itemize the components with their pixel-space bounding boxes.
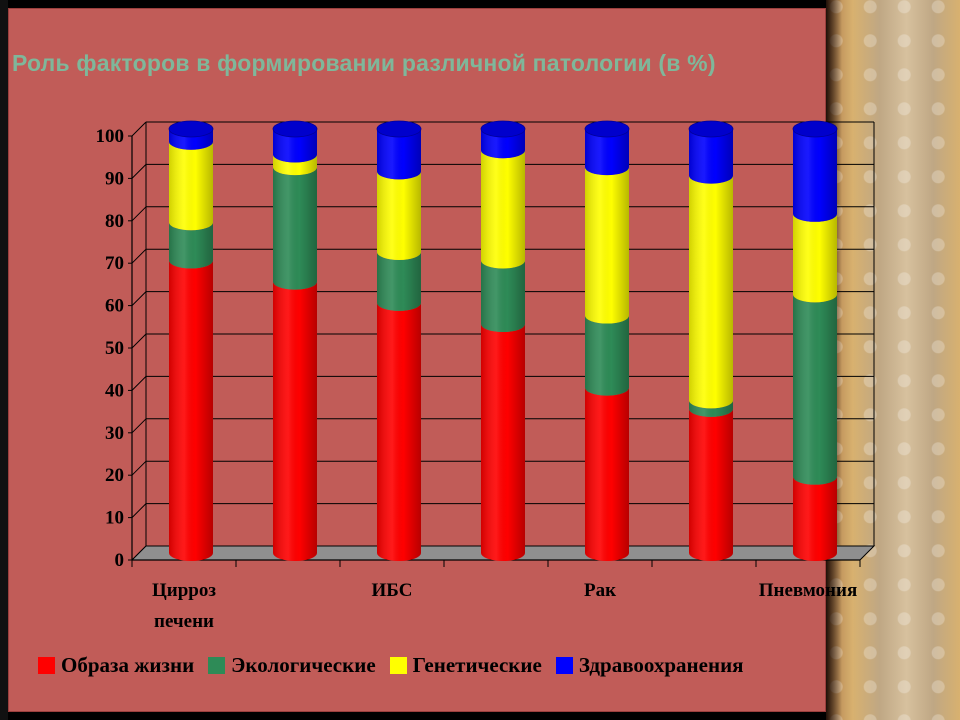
y-tick-label-70: 70: [105, 253, 124, 274]
y-tick-labels: 0 10 20 30 40 50 60 70 80 90 100: [96, 126, 125, 571]
legend-label-healthcare: Здравоохранения: [578, 652, 744, 677]
gridline-diag-20: [131, 460, 147, 476]
gridline-diag-100: [131, 121, 147, 137]
legend-item-healthcare: Здравоохранения: [555, 652, 744, 678]
gridline-diag-40: [131, 376, 147, 391]
bar-stack-4: [584, 120, 630, 561]
x-category-labels: Цирроз печени ИБС Рак Пневмония: [152, 580, 857, 632]
y-tick-label-60: 60: [105, 296, 124, 317]
bar-stack-1: [272, 120, 318, 561]
chart-title: Роль факторов в формировании различной п…: [12, 50, 716, 76]
gridline-diag-90: [131, 164, 147, 179]
legend-item-ecological: Экологические: [208, 652, 376, 678]
curtain-decoration: [826, 0, 960, 720]
slide-frame: [0, 0, 8, 720]
bar-0-top-cap: [168, 120, 214, 138]
legend-item-genetic: Генетические: [389, 652, 542, 678]
bar-1-top-cap: [272, 120, 318, 138]
y-tick-label-50: 50: [105, 338, 124, 359]
bar-6-top-cap: [792, 120, 838, 138]
bar-2-segment-2-shade: [377, 171, 421, 260]
bar-stack-5: [688, 120, 734, 561]
bar-1-segment-3-shade: [273, 129, 317, 163]
bar-6-segment-0-shade: [793, 476, 837, 561]
bar-4-top-cap: [584, 120, 630, 138]
bar-5-segment-0-shade: [689, 408, 733, 561]
gridline-diag-30: [131, 418, 147, 434]
y-tick-label-90: 90: [105, 168, 124, 189]
bar-6-segment-1-shade: [793, 294, 837, 485]
y-tick-label-0: 0: [115, 550, 125, 571]
bar-3-segment-1-shade: [481, 260, 525, 333]
bar-2-segment-1-shade: [377, 251, 421, 311]
y-tick-label-10: 10: [105, 508, 124, 529]
bar-0-segment-2-shade: [169, 141, 213, 231]
bar-2-segment-0-shade: [377, 302, 421, 561]
bar-6-segment-2-shade: [793, 213, 837, 303]
legend-label-genetic: Генетические: [412, 652, 542, 677]
gridline-diag-50: [131, 333, 147, 349]
x-label-pneumonia: Пневмония: [759, 580, 857, 601]
x-label-cirrhosis-line2: печени: [154, 611, 214, 632]
bar-1-segment-1-shade: [273, 167, 317, 290]
y-tick-label-40: 40: [105, 380, 124, 401]
bar-stack-0: [168, 120, 214, 561]
bar-1-segment-2-shade: [273, 154, 317, 176]
x-label-ibs: ИБС: [372, 580, 413, 601]
gridline-diag-80: [131, 206, 147, 222]
bar-stack-3: [480, 120, 526, 561]
y-tick-label-80: 80: [105, 211, 124, 232]
bar-5-top-cap: [688, 120, 734, 138]
bar-0-segment-1-shade: [169, 222, 213, 269]
gridline-diag-60: [131, 291, 147, 306]
bar-stack-2: [376, 120, 422, 561]
bar-3-segment-2-shade: [481, 150, 525, 269]
legend-swatch-ecological: [208, 656, 226, 674]
legend-swatch-lifestyle: [38, 656, 55, 674]
bar-5-segment-3-shade: [689, 129, 733, 184]
bar-5-segment-2-shade: [689, 175, 733, 409]
bar-2-segment-3-shade: [377, 129, 421, 180]
y-tick-label-20: 20: [105, 465, 124, 486]
legend-item-lifestyle: Образа жизни: [38, 653, 194, 678]
bar-1-segment-0-shade: [273, 281, 317, 561]
bar-4-segment-2-shade: [585, 167, 629, 324]
x-label-cancer: Рак: [584, 580, 616, 601]
gridline-diag-70: [131, 248, 147, 264]
x-label-cirrhosis-line1: Цирроз: [152, 580, 216, 601]
bar-stack-6: [792, 120, 838, 561]
bar-4-segment-3-shade: [585, 129, 629, 176]
bar-0-segment-0-shade: [169, 260, 213, 561]
bar-5-segment-1-shade: [689, 400, 733, 417]
bar-2-top-cap: [376, 120, 422, 138]
legend-swatch-genetic: [389, 656, 407, 674]
bar-4-segment-0-shade: [585, 387, 629, 561]
bar-3-segment-0-shade: [481, 324, 525, 561]
y-tick-label-100: 100: [96, 126, 125, 147]
legend-swatch-healthcare: [555, 656, 573, 674]
y-tick-label-30: 30: [105, 423, 124, 444]
legend-label-lifestyle: Образа жизни: [61, 652, 195, 677]
bar-0-segment-3-shade: [169, 129, 213, 150]
bars: [168, 120, 838, 561]
legend: Образа жизни Экологические Генетические …: [38, 650, 758, 680]
bar-3-top-cap: [480, 120, 526, 138]
gridline-diag-10: [131, 503, 147, 518]
bar-6-segment-3-shade: [793, 129, 837, 222]
bar-4-segment-1-shade: [585, 315, 629, 396]
legend-label-ecological: Экологические: [231, 652, 376, 677]
